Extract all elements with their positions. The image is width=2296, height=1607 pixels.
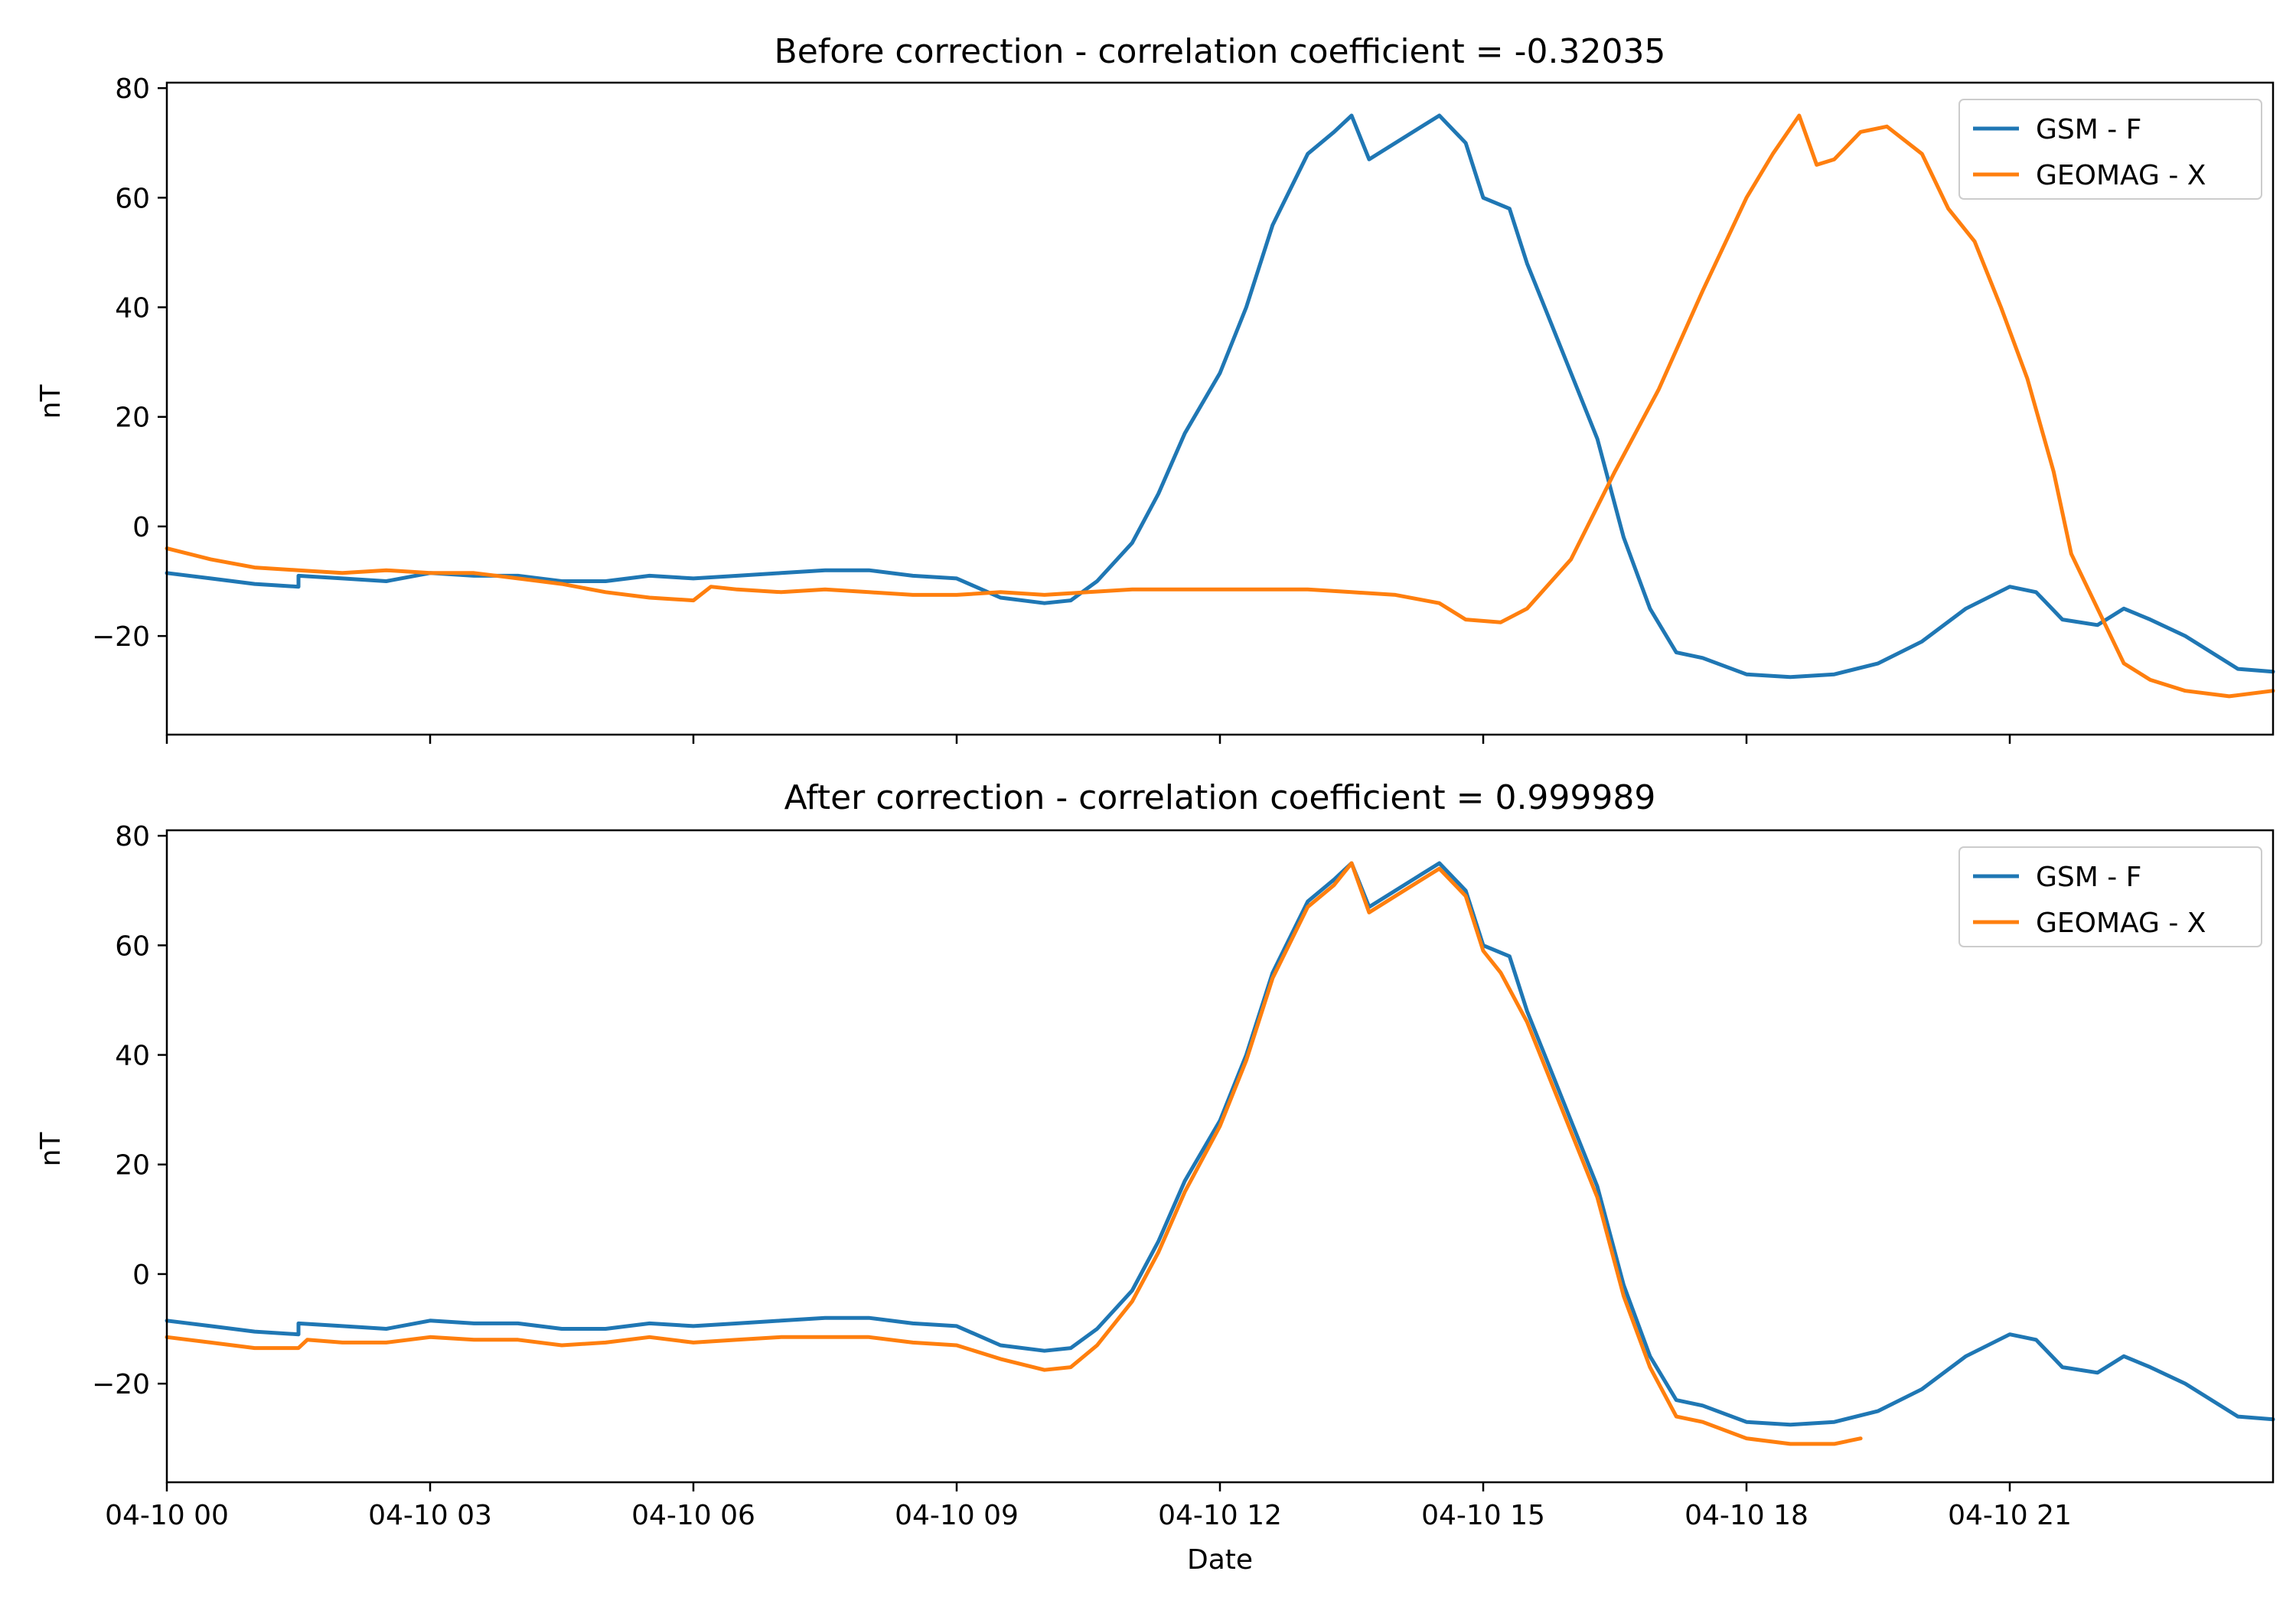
legend-box: [1958, 99, 2262, 200]
legend-box: [1958, 846, 2262, 947]
y-tick-label: 20: [115, 1150, 150, 1182]
y-tick-label: 0: [132, 1260, 150, 1291]
y-tick-label: 0: [132, 512, 150, 543]
x-tick-label: 04-10 03: [368, 1500, 492, 1531]
y-tick-label: 40: [115, 1041, 150, 1072]
bottom-chart-title: After correction - correlation coefficie…: [784, 778, 1656, 817]
x-tick-label: 04-10 09: [895, 1500, 1019, 1531]
bottom-y-axis-label: nT: [35, 1132, 67, 1167]
y-tick-label: 80: [115, 821, 150, 852]
top-y-ticks: −20 0 20 40 60 80: [92, 73, 167, 653]
legend-label: GSM - F: [2036, 114, 2141, 145]
series-line-gsm-f: [165, 113, 2275, 680]
legend-label: GEOMAG - X: [2036, 908, 2206, 939]
series-line-geomag-x: [165, 113, 2275, 699]
y-tick-label: 20: [115, 403, 150, 434]
y-tick-label: 60: [115, 183, 150, 214]
legend-label: GEOMAG - X: [2036, 160, 2206, 191]
x-tick-label: 04-10 12: [1158, 1500, 1282, 1531]
y-tick-label: −20: [92, 621, 150, 653]
bottom-x-ticks: 04-10 00 04-10 03 04-10 06 04-10 09 04-10 12…: [105, 1482, 2072, 1531]
top-x-ticks: [165, 735, 2011, 744]
x-tick-label: 04-10 18: [1684, 1500, 1808, 1531]
top-series-layer: [165, 113, 2275, 699]
top-subplot: Before correction - correlation coeffici…: [35, 32, 2275, 744]
bottom-y-ticks: −20 0 20 40 60 80: [92, 821, 167, 1400]
y-tick-label: −20: [92, 1369, 150, 1400]
bottom-subplot: After correction - correlation coefficie…: [35, 778, 2275, 1576]
bottom-legend: GSM - F GEOMAG - X: [1958, 846, 2262, 947]
bottom-plot-frame: [165, 829, 2275, 1484]
legend-label: GSM - F: [2036, 862, 2141, 893]
bottom-x-axis-label: Date: [1187, 1544, 1253, 1576]
bottom-series-layer: [165, 861, 2275, 1446]
x-tick-label: 04-10 00: [105, 1500, 229, 1531]
top-chart-title: Before correction - correlation coeffici…: [775, 32, 1666, 71]
series-line-geomag-x: [165, 861, 1863, 1446]
y-tick-label: 40: [115, 293, 150, 324]
y-tick-label: 60: [115, 931, 150, 962]
y-tick-label: 80: [115, 73, 150, 105]
x-tick-label: 04-10 15: [1421, 1500, 1545, 1531]
top-legend: GSM - F GEOMAG - X: [1958, 99, 2262, 200]
x-tick-label: 04-10 21: [1948, 1500, 2072, 1531]
x-tick-label: 04-10 06: [631, 1500, 755, 1531]
top-plot-frame: [165, 81, 2275, 736]
top-y-axis-label: nT: [35, 384, 67, 419]
